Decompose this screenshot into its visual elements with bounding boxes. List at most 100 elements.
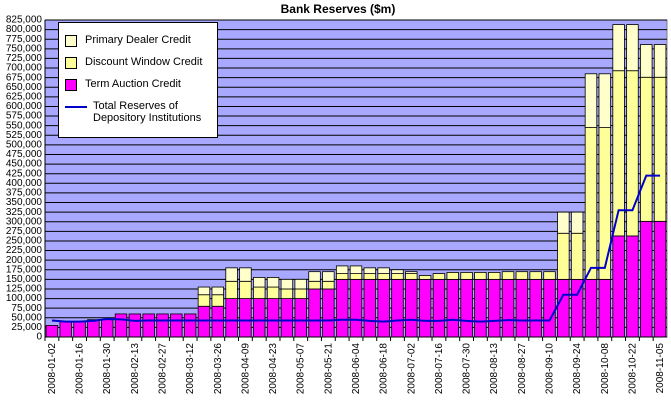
y-tick-label: 300,000 bbox=[6, 216, 43, 227]
bar-segment bbox=[432, 273, 446, 280]
bar-segment bbox=[280, 298, 294, 338]
bar-segment bbox=[446, 272, 459, 280]
x-tick-label: 2008-09-24 bbox=[572, 343, 583, 395]
x-tick-label: 2008-06-18 bbox=[379, 343, 390, 395]
y-tick-label: 150,000 bbox=[6, 274, 43, 285]
y-tick-label: 575,000 bbox=[6, 111, 43, 122]
y-tick-label: 75,000 bbox=[11, 303, 42, 314]
y-tick-label: 400,000 bbox=[6, 178, 43, 189]
bar-segment bbox=[211, 294, 224, 307]
bar-segment bbox=[570, 211, 584, 234]
bar-segment bbox=[584, 73, 598, 128]
bar-segment bbox=[653, 220, 667, 338]
bar-segment bbox=[418, 278, 432, 338]
bar-segment bbox=[239, 298, 252, 338]
legend-item: Term Auction Credit bbox=[65, 78, 211, 91]
bar-segment bbox=[391, 278, 404, 338]
bar-segment bbox=[128, 313, 142, 338]
bar-segment bbox=[349, 273, 363, 280]
y-tick-label: 525,000 bbox=[6, 130, 43, 141]
y-tick-label: 0 bbox=[36, 332, 42, 343]
bar-segment bbox=[653, 76, 667, 222]
bar-segment bbox=[529, 271, 542, 280]
bar-segment bbox=[266, 277, 280, 288]
y-tick-label: 175,000 bbox=[6, 264, 43, 275]
bar-segment bbox=[488, 278, 501, 338]
bar-segment bbox=[529, 278, 542, 338]
x-tick-label: 2008-04-09 bbox=[240, 343, 251, 395]
legend-label: Primary Dealer Credit bbox=[85, 34, 191, 46]
legend-label: Term Auction Credit bbox=[85, 78, 181, 90]
bar-segment bbox=[515, 271, 529, 280]
bar-segment bbox=[294, 298, 307, 338]
bar-segment bbox=[197, 286, 211, 296]
bar-segment bbox=[335, 278, 349, 338]
x-tick-label: 2008-08-27 bbox=[517, 343, 528, 395]
bar-segment bbox=[377, 273, 390, 280]
y-tick-label: 825,000 bbox=[6, 15, 43, 26]
bar-segment bbox=[59, 321, 72, 338]
bar-segment bbox=[405, 271, 418, 275]
bar-segment bbox=[239, 267, 252, 282]
x-tick-label: 2008-07-02 bbox=[406, 343, 417, 395]
bar-segment bbox=[377, 278, 390, 338]
bar-segment bbox=[322, 280, 335, 290]
bar-segment bbox=[100, 319, 114, 338]
bar-segment bbox=[557, 278, 570, 338]
bar-segment bbox=[239, 280, 252, 299]
bar-segment bbox=[405, 273, 418, 280]
bar-segment bbox=[197, 294, 211, 307]
x-tick-label: 2008-01-30 bbox=[102, 343, 113, 395]
bar-segment bbox=[612, 235, 625, 338]
bar-segment bbox=[584, 127, 598, 280]
bar-segment bbox=[640, 76, 653, 222]
x-tick-label: 2008-01-02 bbox=[47, 343, 58, 395]
y-tick-label: 50,000 bbox=[11, 312, 42, 323]
y-tick-label: 200,000 bbox=[6, 255, 43, 266]
x-tick-label: 2008-05-21 bbox=[323, 343, 334, 395]
y-tick-label: 675,000 bbox=[6, 72, 43, 83]
bar-segment bbox=[45, 325, 59, 338]
bar-segment bbox=[598, 127, 612, 280]
bar-segment bbox=[266, 286, 280, 299]
y-tick-label: 650,000 bbox=[6, 82, 43, 93]
line-series bbox=[51, 174, 661, 323]
bar-segment bbox=[280, 278, 294, 290]
bar-segment bbox=[598, 278, 612, 338]
bar-segment bbox=[474, 272, 487, 280]
x-tick-label: 2008-07-30 bbox=[462, 343, 473, 395]
y-tick-label: 250,000 bbox=[6, 236, 43, 247]
bar-segment bbox=[114, 313, 128, 338]
bar-segment bbox=[418, 275, 432, 280]
bar-segment bbox=[349, 278, 363, 338]
bar-segment bbox=[308, 271, 321, 282]
bar-segment bbox=[543, 271, 556, 280]
bar-segment bbox=[253, 286, 266, 299]
y-tick-label: 225,000 bbox=[6, 245, 43, 256]
y-tick-label: 125,000 bbox=[6, 284, 43, 295]
y-tick-label: 700,000 bbox=[6, 63, 43, 74]
bar-segment bbox=[363, 278, 377, 338]
x-tick-label: 2008-01-16 bbox=[75, 343, 86, 395]
bar-segment bbox=[308, 280, 321, 290]
legend-swatch bbox=[65, 35, 77, 47]
x-tick-label: 2008-04-23 bbox=[268, 343, 279, 395]
bar-segment bbox=[335, 273, 349, 280]
bar-segment bbox=[266, 298, 280, 338]
x-tick-label: 2008-11-05 bbox=[655, 343, 666, 394]
bar-segment bbox=[432, 278, 446, 338]
bar-segment bbox=[460, 272, 473, 280]
bar-segment bbox=[322, 288, 335, 338]
bar-segment bbox=[405, 278, 418, 338]
bar-segment bbox=[335, 265, 349, 275]
bar-segment bbox=[294, 288, 307, 299]
x-tick-label: 2008-02-13 bbox=[130, 343, 141, 395]
bar-segment bbox=[225, 267, 238, 282]
y-tick-label: 350,000 bbox=[6, 197, 43, 208]
legend-item: Primary Dealer Credit bbox=[65, 34, 211, 47]
legend-swatch bbox=[65, 79, 77, 91]
y-tick-label: 275,000 bbox=[6, 226, 43, 237]
bar-segment bbox=[156, 313, 169, 338]
bar-segment bbox=[515, 278, 529, 338]
